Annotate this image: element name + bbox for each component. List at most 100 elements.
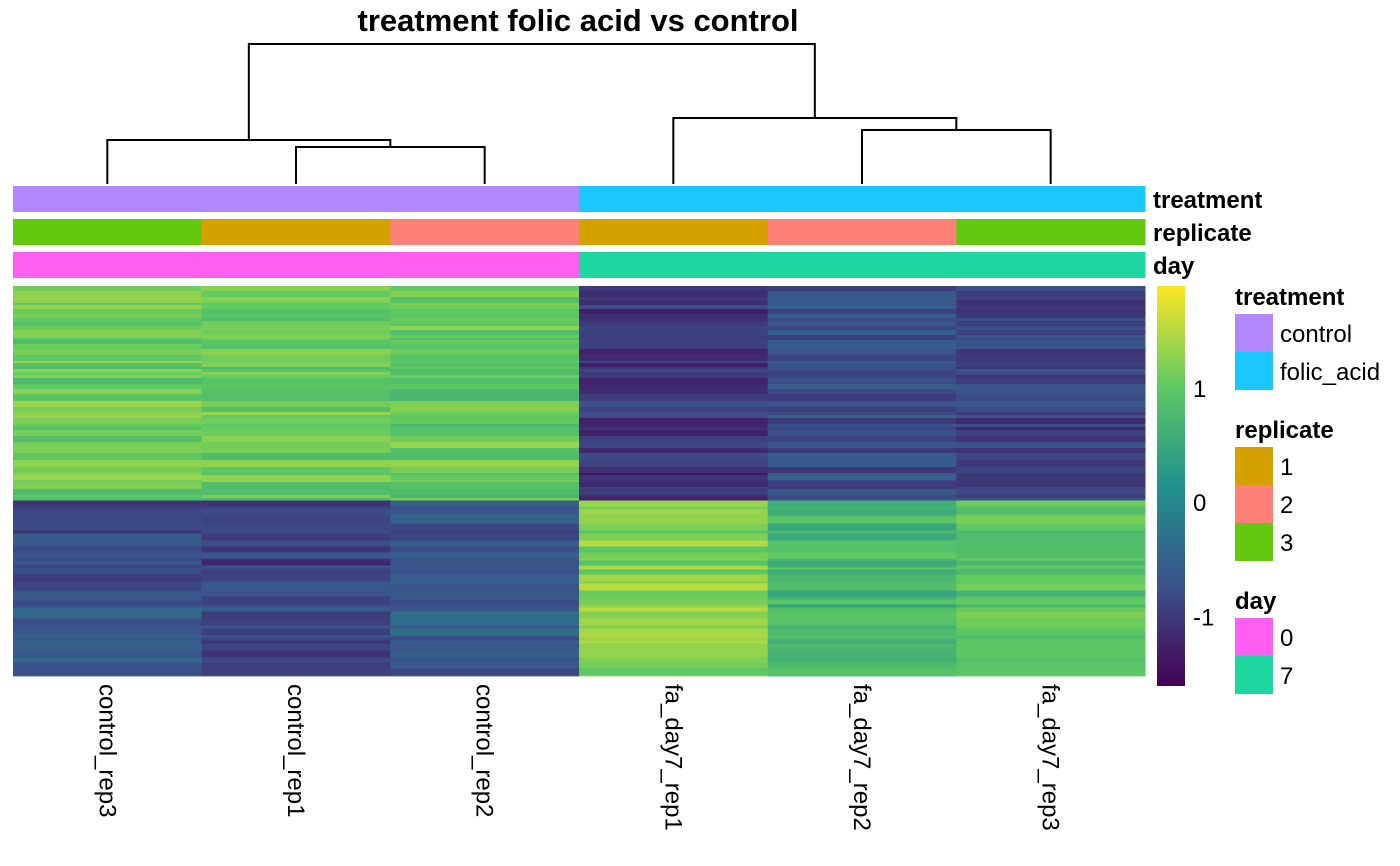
heatmap-cell <box>767 675 957 677</box>
heatmap-cell <box>390 590 580 597</box>
heatmap-cell <box>201 628 391 636</box>
heatmap-cell <box>13 581 203 584</box>
heatmap-cell <box>390 611 580 619</box>
heatmap-cell <box>201 412 391 416</box>
heatmap-cell <box>956 530 1146 534</box>
annotation-label-day: day <box>1153 253 1195 280</box>
heatmap-cell <box>579 442 769 449</box>
heatmap-cell <box>13 495 203 499</box>
heatmap-cell <box>13 475 203 481</box>
heatmap-cell <box>13 448 203 454</box>
heatmap-cell <box>390 509 580 515</box>
heatmap-cell <box>767 523 957 531</box>
heatmap-cell <box>579 637 769 641</box>
annotation-labels: treatment replicate day <box>1153 187 1262 280</box>
heatmap-cell <box>767 375 957 379</box>
heatmap-cell <box>390 321 580 327</box>
heatmap-cell <box>13 668 203 676</box>
heatmap-cell <box>956 643 1146 651</box>
heatmap-cell <box>956 604 1146 608</box>
column-label: control_rep3 <box>93 684 120 817</box>
heatmap-cell <box>956 487 1146 490</box>
heatmap-cell <box>579 297 769 301</box>
heatmap-cell <box>956 637 1146 641</box>
heatmap-cell <box>579 291 769 298</box>
heatmap-cell <box>390 384 580 390</box>
heatmap-cell <box>13 355 203 362</box>
heatmap-cell <box>13 552 203 559</box>
heatmap-cell <box>956 297 1146 301</box>
heatmap-cell <box>13 558 203 561</box>
heatmap-cell <box>201 523 391 531</box>
heatmap-cell <box>201 558 391 561</box>
heatmap-cell <box>201 442 391 449</box>
heatmap-cell <box>201 326 391 331</box>
colorbar-tick-label: 0 <box>1193 490 1206 517</box>
heatmap-cell <box>390 442 580 449</box>
heatmap-cell <box>956 618 1146 626</box>
heatmap-cell <box>390 506 580 510</box>
heatmap-cell <box>579 286 769 292</box>
heatmap-cell <box>201 546 391 553</box>
heatmap-cell <box>767 604 957 608</box>
heatmap-cell <box>390 581 580 584</box>
heatmap-cell <box>956 506 1146 510</box>
heatmap-cell <box>767 487 957 490</box>
heatmap-cell <box>767 349 957 356</box>
heatmap-cell <box>13 523 203 531</box>
heatmap-cell <box>201 349 391 356</box>
heatmap-cell <box>390 418 580 425</box>
heatmap-cell <box>201 297 391 301</box>
heatmap-cell <box>956 475 1146 481</box>
heatmap-cell <box>767 637 957 641</box>
heatmap-cell <box>579 335 769 339</box>
heatmap-cell <box>579 675 769 677</box>
heatmap-cell <box>201 498 391 501</box>
heatmap-cell <box>579 565 769 568</box>
heatmap-cell <box>201 607 391 612</box>
heatmap-cell <box>579 567 769 570</box>
heatmap-cell <box>767 498 957 501</box>
heatmap-cell <box>956 303 1146 306</box>
heatmap-cell <box>13 291 203 298</box>
heatmap-cell <box>767 611 957 619</box>
heatmap-cell <box>579 424 769 428</box>
heatmap-cell <box>767 607 957 612</box>
heatmap-cell <box>390 560 580 566</box>
colorbar-ticks: 1 0 -1 <box>1193 376 1214 632</box>
heatmap-cell <box>390 473 580 476</box>
heatmap-cell <box>767 394 957 402</box>
heatmap-cell <box>390 599 580 605</box>
heatmap-cell <box>767 560 957 566</box>
heatmap-cell <box>579 309 769 315</box>
heatmap-cell <box>13 326 203 331</box>
heatmap-cell <box>579 650 769 658</box>
heatmap-cell <box>579 303 769 306</box>
heatmap-cell <box>767 618 957 626</box>
heatmap-cell <box>956 540 1146 547</box>
legend-title-treatment: treatment <box>1235 284 1344 311</box>
heatmap-cell <box>956 340 1146 345</box>
heatmap-cell <box>579 546 769 553</box>
heatmap-cell <box>956 412 1146 416</box>
heatmap-cell <box>767 418 957 425</box>
heatmap-cell <box>956 378 1146 385</box>
heatmap-cell <box>201 314 391 319</box>
heatmap-cell <box>956 424 1146 428</box>
heatmap-cell <box>390 355 580 362</box>
heatmap-cell <box>390 453 580 461</box>
heatmap-cell <box>579 533 769 541</box>
heatmap-cell <box>201 640 391 644</box>
heatmap-cell <box>767 506 957 510</box>
heatmap-cell <box>579 495 769 499</box>
heatmap-cell <box>956 330 1146 336</box>
heatmap-cell <box>13 407 203 413</box>
annotation-tracks <box>13 186 1146 278</box>
heatmap-cell <box>767 369 957 373</box>
heatmap-cell <box>579 635 769 638</box>
annotation-cell-replicate <box>767 219 957 245</box>
heatmap-cell <box>767 489 957 496</box>
heatmap-cell <box>956 581 1146 584</box>
heatmap-cell <box>579 574 769 582</box>
heatmap-cell <box>579 305 769 310</box>
